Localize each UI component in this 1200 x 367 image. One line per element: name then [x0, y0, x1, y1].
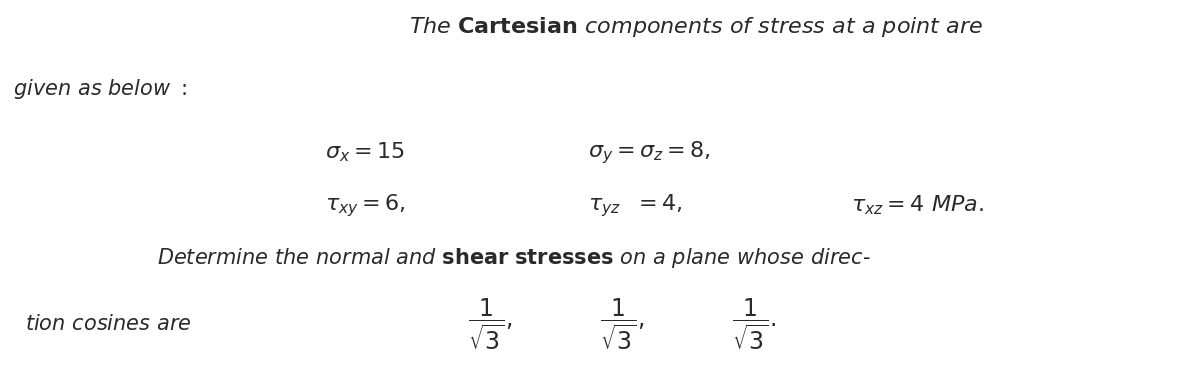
Text: $\dfrac{1}{\sqrt{3}}.$: $\dfrac{1}{\sqrt{3}}.$	[732, 296, 776, 352]
Text: $\mathit{tion\ cosines\ are}$: $\mathit{tion\ cosines\ are}$	[25, 314, 192, 334]
Text: $\sigma_x = 15$: $\sigma_x = 15$	[325, 141, 404, 164]
Text: $\mathit{Determine\ the\ normal\ and}\ \mathbf{shear\ stresses}\ \mathit{on\ a\ : $\mathit{Determine\ the\ normal\ and}\ \…	[157, 246, 871, 270]
Text: $\mathit{given\ as\ below\ :}$: $\mathit{given\ as\ below\ :}$	[13, 77, 187, 101]
Text: $\tau_{yz}\ \ = 4,$: $\tau_{yz}\ \ = 4,$	[588, 192, 683, 219]
Text: $\dfrac{1}{\sqrt{3}},$: $\dfrac{1}{\sqrt{3}},$	[468, 296, 514, 352]
Text: $\tau_{xz} = 4\ MPa.$: $\tau_{xz} = 4\ MPa.$	[852, 193, 984, 217]
Text: $\dfrac{1}{\sqrt{3}},$: $\dfrac{1}{\sqrt{3}},$	[600, 296, 644, 352]
Text: $\tau_{xy} = 6,$: $\tau_{xy} = 6,$	[325, 192, 406, 219]
Text: $\sigma_y = \sigma_z = 8,$: $\sigma_y = \sigma_z = 8,$	[588, 139, 710, 166]
Text: $\mathit{The}\ \mathbf{Cartesian}\ \mathit{components\ of\ stress\ at\ a\ point\: $\mathit{The}\ \mathbf{Cartesian}\ \math…	[408, 15, 983, 39]
